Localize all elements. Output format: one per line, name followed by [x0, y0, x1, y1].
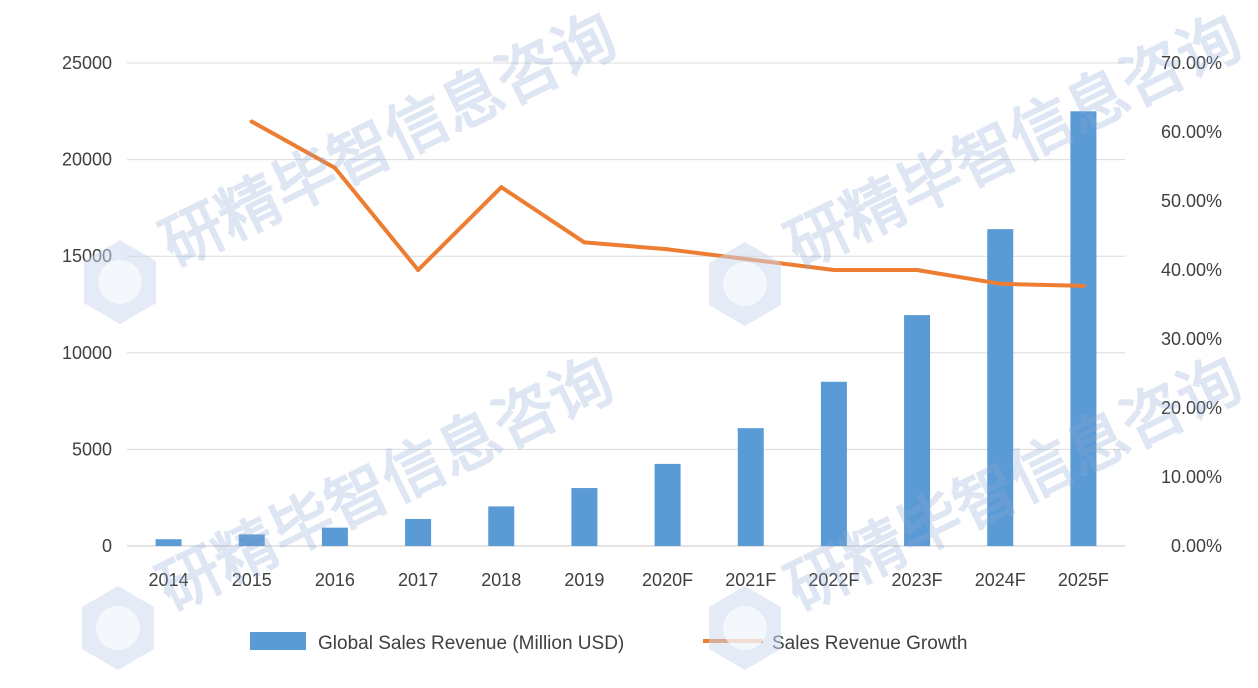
y-right-tick-label: 40.00%: [1161, 260, 1222, 280]
y-left-tick-label: 20000: [62, 150, 112, 170]
bar: [405, 518, 432, 546]
bar: [571, 488, 598, 546]
watermark-logo: [709, 586, 781, 670]
x-tick-label: 2024F: [975, 570, 1026, 590]
y-right-tick-label: 30.00%: [1161, 329, 1222, 349]
x-tick-label: 2023F: [892, 570, 943, 590]
line-point: [831, 268, 836, 272]
y-right-tick-label: 60.00%: [1161, 122, 1222, 142]
x-tick-label: 2018: [481, 570, 521, 590]
line-point: [416, 268, 421, 272]
bar: [654, 463, 681, 546]
bar: [238, 534, 265, 546]
y-left-tick-label: 10000: [62, 343, 112, 363]
watermark-text: 研精毕智信息咨询: [150, 0, 628, 281]
x-tick-label: 2014: [149, 570, 189, 590]
gridlines: [127, 62, 1125, 547]
x-tick-label: 2019: [564, 570, 604, 590]
y-left-tick-label: 5000: [72, 439, 112, 459]
line-point: [249, 119, 254, 124]
y-right-tick-label: 70.00%: [1161, 53, 1222, 73]
x-tick-label: 2015: [232, 570, 272, 590]
legend-line-label: Sales Revenue Growth: [772, 633, 967, 654]
line-point: [499, 185, 504, 190]
watermark-logo: [82, 586, 154, 670]
y-right-tick-label: 50.00%: [1161, 191, 1222, 211]
y-left-tick-label: 0: [102, 536, 112, 556]
legend: Global Sales Revenue (Million USD) Sales…: [250, 632, 967, 654]
watermark-logo: [84, 240, 156, 324]
bar: [737, 428, 764, 546]
x-tick-label: 2020F: [642, 570, 693, 590]
line-point: [998, 281, 1003, 286]
line-point: [582, 240, 587, 245]
watermark-text: 研精毕智信息咨询: [147, 342, 625, 625]
bar: [488, 506, 515, 546]
bar: [904, 315, 931, 546]
y-right-tick-label: 0.00%: [1171, 536, 1222, 556]
x-tick-label: 2017: [398, 570, 438, 590]
legend-bar-swatch: [250, 632, 306, 650]
y-left-tick-label: 25000: [62, 53, 112, 73]
legend-bar-label: Global Sales Revenue (Million USD): [318, 633, 624, 654]
watermark-logo: [709, 242, 781, 326]
line-point: [1081, 283, 1086, 288]
line-point: [665, 247, 670, 252]
x-axis-ticks: 2014 2015 2016 2017 2018 2019 2020F 2021F 2022F 2…: [149, 570, 1109, 590]
x-tick-label: 2025F: [1058, 570, 1109, 590]
right-axis-ticks: 0.00% 10.00% 20.00% 30.00% 40.00% 50.00% 60.00…: [1161, 53, 1222, 556]
bar: [155, 539, 182, 546]
y-right-tick-label: 10.00%: [1161, 467, 1222, 487]
line-point: [915, 268, 920, 272]
x-tick-label: 2016: [315, 570, 355, 590]
bar: [1070, 111, 1097, 547]
y-right-tick-label: 20.00%: [1161, 398, 1222, 418]
x-tick-label: 2022F: [808, 570, 859, 590]
x-tick-label: 2021F: [725, 570, 776, 590]
line-point: [332, 165, 337, 170]
bar: [820, 381, 847, 546]
bar: [321, 527, 348, 546]
